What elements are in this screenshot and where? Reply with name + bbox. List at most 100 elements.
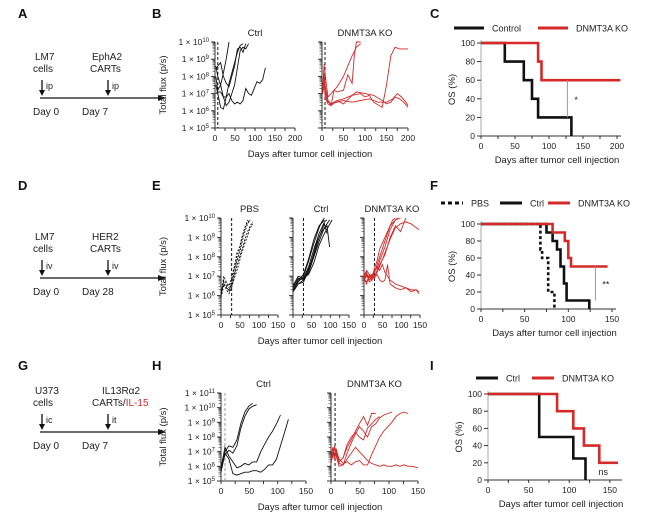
- mouse-flux-line: [322, 83, 409, 108]
- x-tick-label: 0: [329, 486, 334, 496]
- day-label-2: Day 7: [82, 107, 109, 118]
- panel-label-b: B: [152, 6, 161, 21]
- mouse-flux-line: [220, 219, 251, 296]
- y-tick-label: 80: [466, 57, 476, 67]
- y-tick-label: 0: [470, 131, 475, 141]
- y-tick-label: 40: [473, 441, 483, 451]
- x-tick-label: 200: [401, 133, 415, 143]
- survival-curve-ctrl: [481, 222, 591, 309]
- mouse-flux-line: [215, 43, 249, 107]
- day-label-2: Day 7: [82, 441, 109, 452]
- y-tick-label: 1 × 109: [188, 417, 216, 427]
- legend-label: Control: [492, 24, 521, 34]
- survival-curve-dnmt3a-ko: [488, 392, 618, 465]
- mouse-flux-line: [330, 416, 380, 464]
- mouse-flux-line: [215, 41, 230, 92]
- x-tick-label: 50: [524, 485, 534, 495]
- y-tick-label: 100: [468, 389, 482, 399]
- injection-arrow-1-head: [39, 90, 45, 96]
- flux-subplot-b-1: DNMT3A KO 0 50 100 150 200: [318, 28, 415, 143]
- x-tick-label: 150: [268, 133, 282, 143]
- x-tick-label: 0: [486, 485, 491, 495]
- subplot-title: Ctrl: [256, 379, 271, 390]
- mouse-flux-line: [330, 411, 409, 466]
- cell-line-label: LM7: [35, 52, 55, 63]
- subplot-title: Ctrl: [314, 204, 329, 215]
- route-label: iv: [46, 261, 53, 271]
- y-tick-label: 1 × 105: [188, 310, 216, 320]
- y-tick-label: 1 × 108: [182, 71, 210, 81]
- x-tick-label: 100: [382, 486, 396, 496]
- mouse-flux-line: [220, 414, 281, 469]
- y-tick-label: 1 × 1011: [185, 388, 216, 398]
- cells-label: cells: [33, 244, 53, 255]
- mouse-flux-line: [363, 217, 407, 283]
- day-label-1: Day 0: [33, 441, 60, 452]
- km-plot-c: 0 20 40 60 80 100 0 50 100 150 200 * OS (%) Days afte…: [447, 24, 628, 167]
- survival-curve-dnmt3a-ko: [481, 41, 621, 82]
- x-tick-label: 0: [320, 133, 325, 143]
- y-tick-label: 20: [466, 287, 476, 297]
- panel-label-i: I: [430, 358, 434, 373]
- survival-curve-dnmt3a-ko: [481, 222, 608, 268]
- y-tick-label: 80: [466, 236, 476, 246]
- x-tick-label: 150: [271, 320, 285, 330]
- injection-arrow-1-head: [39, 424, 45, 430]
- mouse-flux-line: [292, 222, 328, 292]
- mouse-flux-line: [330, 446, 419, 469]
- km-plot-f: 0 20 40 60 80 100 0 50 100 150 ** OS (%) Days after …: [441, 199, 630, 339]
- timeline-arrowhead: [158, 95, 166, 101]
- mouse-flux-line: [215, 43, 244, 110]
- injection-arrow-2-head: [105, 424, 111, 430]
- km-plot-i: 0 20 40 60 80 100 0 50 100 150 ns OS (%) Days after …: [454, 374, 623, 511]
- mouse-flux-line: [220, 419, 289, 476]
- subplot-title: PBS: [240, 204, 259, 215]
- x-tick-label: 150: [413, 320, 427, 330]
- y-tick-label: 20: [466, 112, 476, 122]
- x-tick-label: 100: [562, 485, 576, 495]
- legend-label: DNMT3A KO: [576, 24, 628, 34]
- panel-label-a: A: [18, 6, 28, 21]
- x-tick-label: 150: [342, 320, 356, 330]
- x-axis-label: Days after tumor cell injection: [492, 328, 617, 339]
- mouse-flux-line: [363, 264, 420, 294]
- y-tick-label: 60: [466, 75, 476, 85]
- cells-label: cells: [33, 398, 53, 409]
- mouse-flux-line: [322, 43, 361, 99]
- flux-subplot-e-0: PBS 0 50 100 150: [217, 204, 285, 330]
- y-tick-label: 1 × 1010: [184, 403, 215, 413]
- x-tick-label: 0: [479, 314, 484, 324]
- x-tick-label: 100: [542, 141, 556, 151]
- x-tick-label: 0: [213, 133, 218, 143]
- y-tick-label: 1 × 105: [188, 476, 216, 486]
- y-axis-label: Total flux (p/s): [158, 407, 169, 466]
- mouse-flux-line: [220, 223, 254, 295]
- x-tick-label: 0: [479, 141, 484, 151]
- mouse-flux-line: [220, 219, 249, 296]
- y-axis-label: OS (%): [447, 251, 458, 282]
- injection-arrow-2-head: [105, 90, 111, 96]
- cart-target-label: IL13Rα2: [102, 386, 140, 397]
- x-tick-label: 100: [561, 314, 575, 324]
- y-tick-label: 100: [461, 219, 475, 229]
- x-tick-label: 100: [248, 133, 262, 143]
- x-tick-label: 150: [299, 486, 313, 496]
- x-axis-label: Days after tumor cell injection: [258, 502, 383, 513]
- x-tick-label: 50: [520, 314, 530, 324]
- y-axis-label: OS (%): [447, 74, 458, 105]
- mouse-flux-line: [220, 402, 253, 471]
- x-tick-label: 100: [358, 133, 372, 143]
- flux-subplot-h-1: DNMT3A KO 0 50 100 150: [327, 379, 425, 496]
- subplot-title: DNMT3A KO: [365, 204, 420, 215]
- y-tick-label: 1 × 107: [188, 271, 216, 281]
- flux-subplot-h-0: Ctrl 0 50 100 150: [217, 379, 313, 496]
- day-label-1: Day 0: [33, 107, 60, 118]
- x-tick-label: 150: [576, 141, 590, 151]
- y-tick-label: 1 × 106: [188, 461, 216, 471]
- timeline-arrowhead: [158, 275, 166, 281]
- cart-label: CARTs: [90, 64, 121, 75]
- legend-label: Ctrl: [506, 374, 520, 384]
- y-tick-label: 80: [473, 406, 483, 416]
